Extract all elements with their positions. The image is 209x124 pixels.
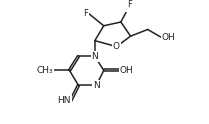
- Text: HN: HN: [57, 96, 71, 105]
- Text: F: F: [83, 9, 88, 18]
- Text: CH₃: CH₃: [37, 66, 53, 75]
- Text: N: N: [93, 81, 100, 90]
- Text: OH: OH: [119, 66, 133, 75]
- Text: OH: OH: [162, 33, 176, 42]
- Text: O: O: [113, 42, 120, 51]
- Text: F: F: [127, 0, 133, 9]
- Text: N: N: [92, 52, 98, 61]
